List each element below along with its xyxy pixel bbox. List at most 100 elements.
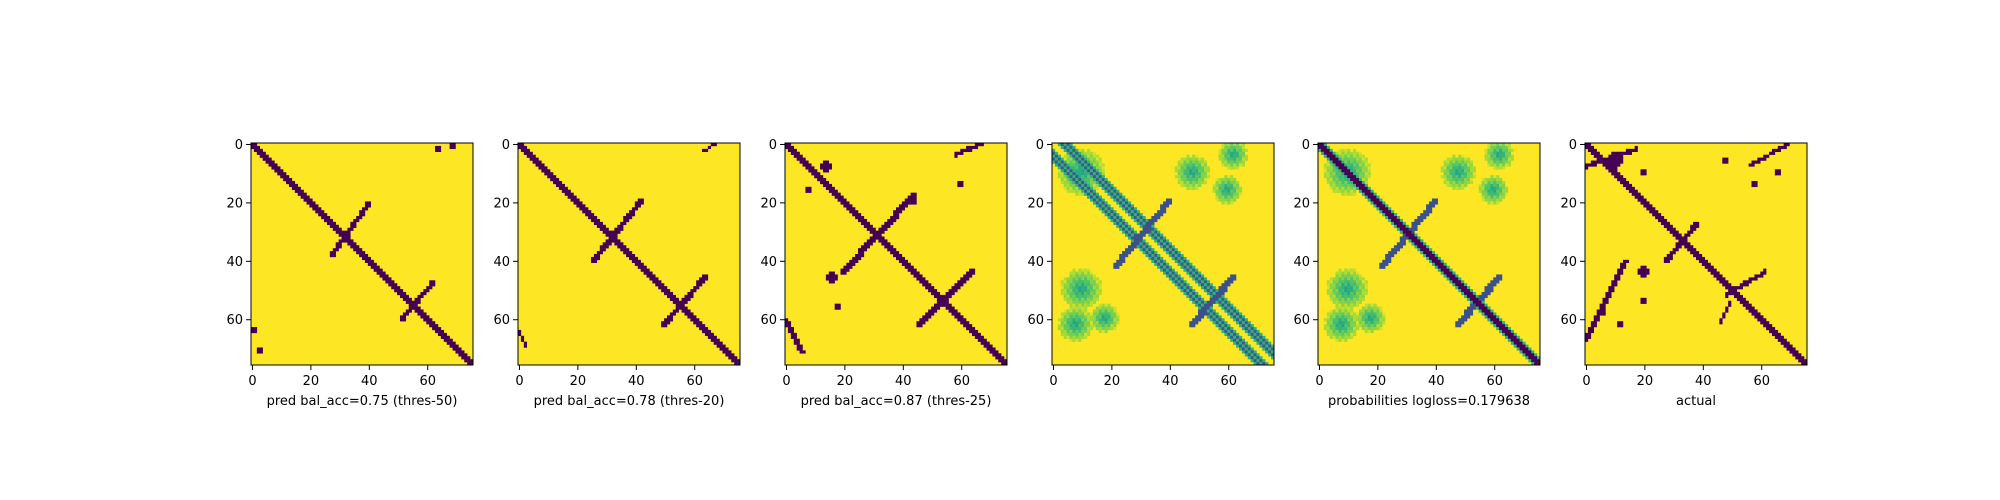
heatmap-cell [933,306,938,310]
heatmap-cell [1620,160,1624,164]
heatmap-cell [1504,329,1509,334]
heatmap-cell [1341,178,1345,182]
heatmap-cell [1095,154,1099,158]
heatmap-cell [1072,335,1076,339]
heatmap-cell [884,242,888,246]
heatmap-cell [1116,321,1120,325]
heatmap-cell [1318,148,1322,153]
heatmap-cell [1054,154,1059,158]
heatmap-cell [840,268,844,272]
heatmap-cell [1617,321,1621,325]
heatmap-cell [1443,160,1447,164]
heatmap-cell [1493,283,1497,287]
heatmap-cell [1163,210,1167,214]
heatmap-cell [344,233,348,237]
heatmap-cell [1107,213,1111,217]
heatmap-cell [1063,335,1067,339]
heatmap-cell [1678,233,1682,237]
heatmap-cell [1084,183,1088,188]
heatmap-cell [1084,169,1088,173]
heatmap-cell [1684,233,1688,237]
heatmap-cell [1358,169,1363,173]
heatmap-cell [259,148,263,153]
heatmap-cell [1113,192,1117,196]
heatmap-cell [1355,151,1360,155]
heatmap-cell [1189,286,1193,290]
heatmap-cell [1072,303,1076,307]
heatmap-cell [1490,186,1494,190]
heatmap-cell [1350,309,1354,313]
heatmap-cell [1087,324,1091,328]
heatmap-cell [1655,210,1659,214]
heatmap-cell [300,195,304,199]
heatmap-cell [1716,277,1720,281]
heatmap-cell [890,245,894,249]
heatmap-cell [1353,315,1357,319]
heatmap-cell [1072,183,1076,188]
heatmap-cell [1072,163,1076,167]
heatmap-cell [787,148,792,153]
heatmap-cell [1057,175,1062,179]
heatmap-cell [1417,221,1421,226]
heatmap-cell [1464,163,1468,167]
heatmap-cell [1236,180,1240,185]
heatmap-cell [1693,248,1697,252]
heatmap-cell [960,151,964,155]
heatmap-cell [966,145,970,150]
heatmap-cell [1200,157,1205,161]
heatmap-cell [969,271,973,275]
heatmap-cell [1180,289,1184,293]
heatmap-cell [1367,175,1371,179]
heatmap-cell [1151,248,1155,252]
heatmap-cell [1469,294,1474,299]
heatmap-cell [1353,169,1357,173]
heatmap-cell [936,297,941,301]
heatmap-cell [916,274,920,278]
heatmap-cell [1725,157,1729,161]
heatmap-cell [1481,294,1485,299]
heatmap-cell [1341,321,1345,325]
heatmap-cell [1335,318,1339,322]
heatmap-cell [1487,143,1491,147]
heatmap-cell [1168,198,1173,202]
heatmap-cell [995,350,999,354]
heatmap-cell [1350,180,1354,185]
heatmap-cell [1490,195,1494,199]
heatmap-cell [1611,157,1615,161]
heatmap-cell [1596,151,1600,155]
heatmap-cell [710,335,714,339]
heatmap-cell [426,315,430,319]
heatmap-cell [588,210,592,214]
heatmap-cell [1236,148,1240,153]
heatmap-cell [1087,300,1091,304]
heatmap-cell [1531,356,1535,360]
heatmap-cell [523,145,528,150]
heatmap-cell [1142,224,1146,228]
heatmap-cell [1224,297,1228,301]
heatmap-cell [1620,151,1624,155]
heatmap-cell [1066,166,1070,170]
heatmap-cell [1069,324,1073,328]
heatmap-cell [1116,218,1120,223]
heatmap-cell [907,201,911,205]
heatmap-cell [1452,178,1456,182]
heatmap-cell [1180,256,1184,261]
heatmap-cell [1614,277,1618,281]
heatmap-cell [1230,332,1234,337]
heatmap-cell [817,178,821,182]
heatmap-cell [1599,312,1603,316]
heatmap-cell [1195,172,1199,176]
heatmap-cell [796,344,800,348]
heatmap-cell [1353,274,1357,278]
heatmap-cell [1174,256,1178,261]
heatmap-cell [1133,213,1137,217]
heatmap-cell [1224,186,1228,190]
heatmap-cell [716,341,720,345]
heatmap-cell [998,356,1002,360]
heatmap-cell [1052,154,1056,158]
heatmap-cell [1087,178,1091,182]
heatmap-cell [443,332,447,337]
heatmap-cell [1136,221,1140,226]
heatmap-cell [925,312,929,316]
heatmap-cell [1318,145,1322,150]
